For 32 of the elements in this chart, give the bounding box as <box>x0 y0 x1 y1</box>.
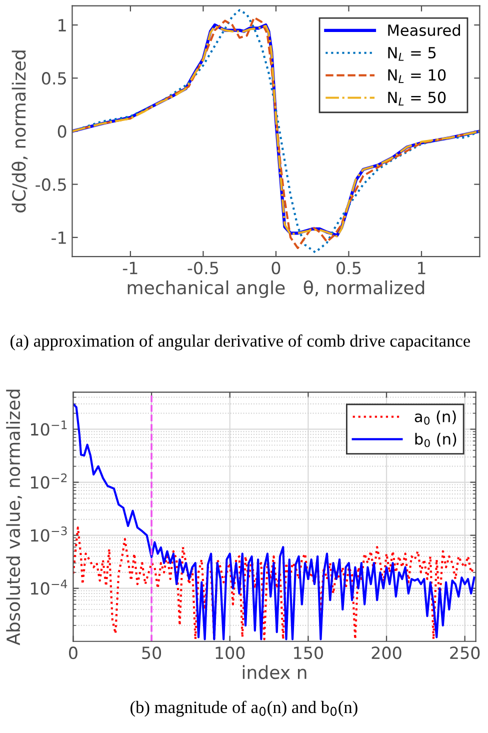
x-tick-label: 0.5 <box>336 262 361 274</box>
text: (a) approximation of angular derivative of comb drive capacitance <box>10 334 470 350</box>
legend-label: N$_{L}$ = 5 <box>388 47 436 61</box>
legend-label: a$_{0}$ (n) <box>414 410 456 425</box>
y-tick-label: 1 <box>58 19 66 32</box>
y-tick-label: 0.5 <box>42 72 66 85</box>
y-tick-label: 0 <box>58 125 66 138</box>
legend-label: N$_{L}$ = 50 <box>388 92 446 106</box>
legend-label: Measured <box>388 24 460 36</box>
x-tick-label: 0 <box>68 646 78 660</box>
y-axis-title: Absoluted value, normalized <box>6 390 22 646</box>
y-axis-title: dC/dθ, normalized <box>12 50 28 212</box>
x-tick-label: 200 <box>372 646 402 660</box>
legend-label: N$_{L}$ = 10 <box>388 69 446 84</box>
y-tick-label: 10$^{−4}$ <box>31 580 68 595</box>
y-tick-label: 10$^{−3}$ <box>31 526 67 542</box>
legend-label: b$_{0}$ (n) <box>415 432 456 448</box>
x-axis-title: index n <box>242 665 306 680</box>
x-axis-title: mechanical angle θ, normalized <box>128 280 424 298</box>
x-tick-label: 150 <box>294 646 323 660</box>
x-tick-label: 1 <box>418 262 426 274</box>
y-tick-label: -0.5 <box>36 178 66 191</box>
x-tick-label: 100 <box>216 646 245 660</box>
x-tick-label: 0 <box>272 262 280 274</box>
y-tick-label: 10$^{−2}$ <box>31 473 67 489</box>
x-tick-label: 50 <box>142 646 162 660</box>
y-tick-label: 10$^{−1}$ <box>31 420 67 436</box>
x-tick-label: -1 <box>122 262 138 274</box>
x-tick-label: -0.5 <box>188 262 218 274</box>
y-tick-label: -1 <box>52 232 66 244</box>
text: (b) magnitude of a$_{0}$(n) and b$_{0}$(n) <box>130 700 358 717</box>
x-tick-label: 250 <box>450 646 480 660</box>
